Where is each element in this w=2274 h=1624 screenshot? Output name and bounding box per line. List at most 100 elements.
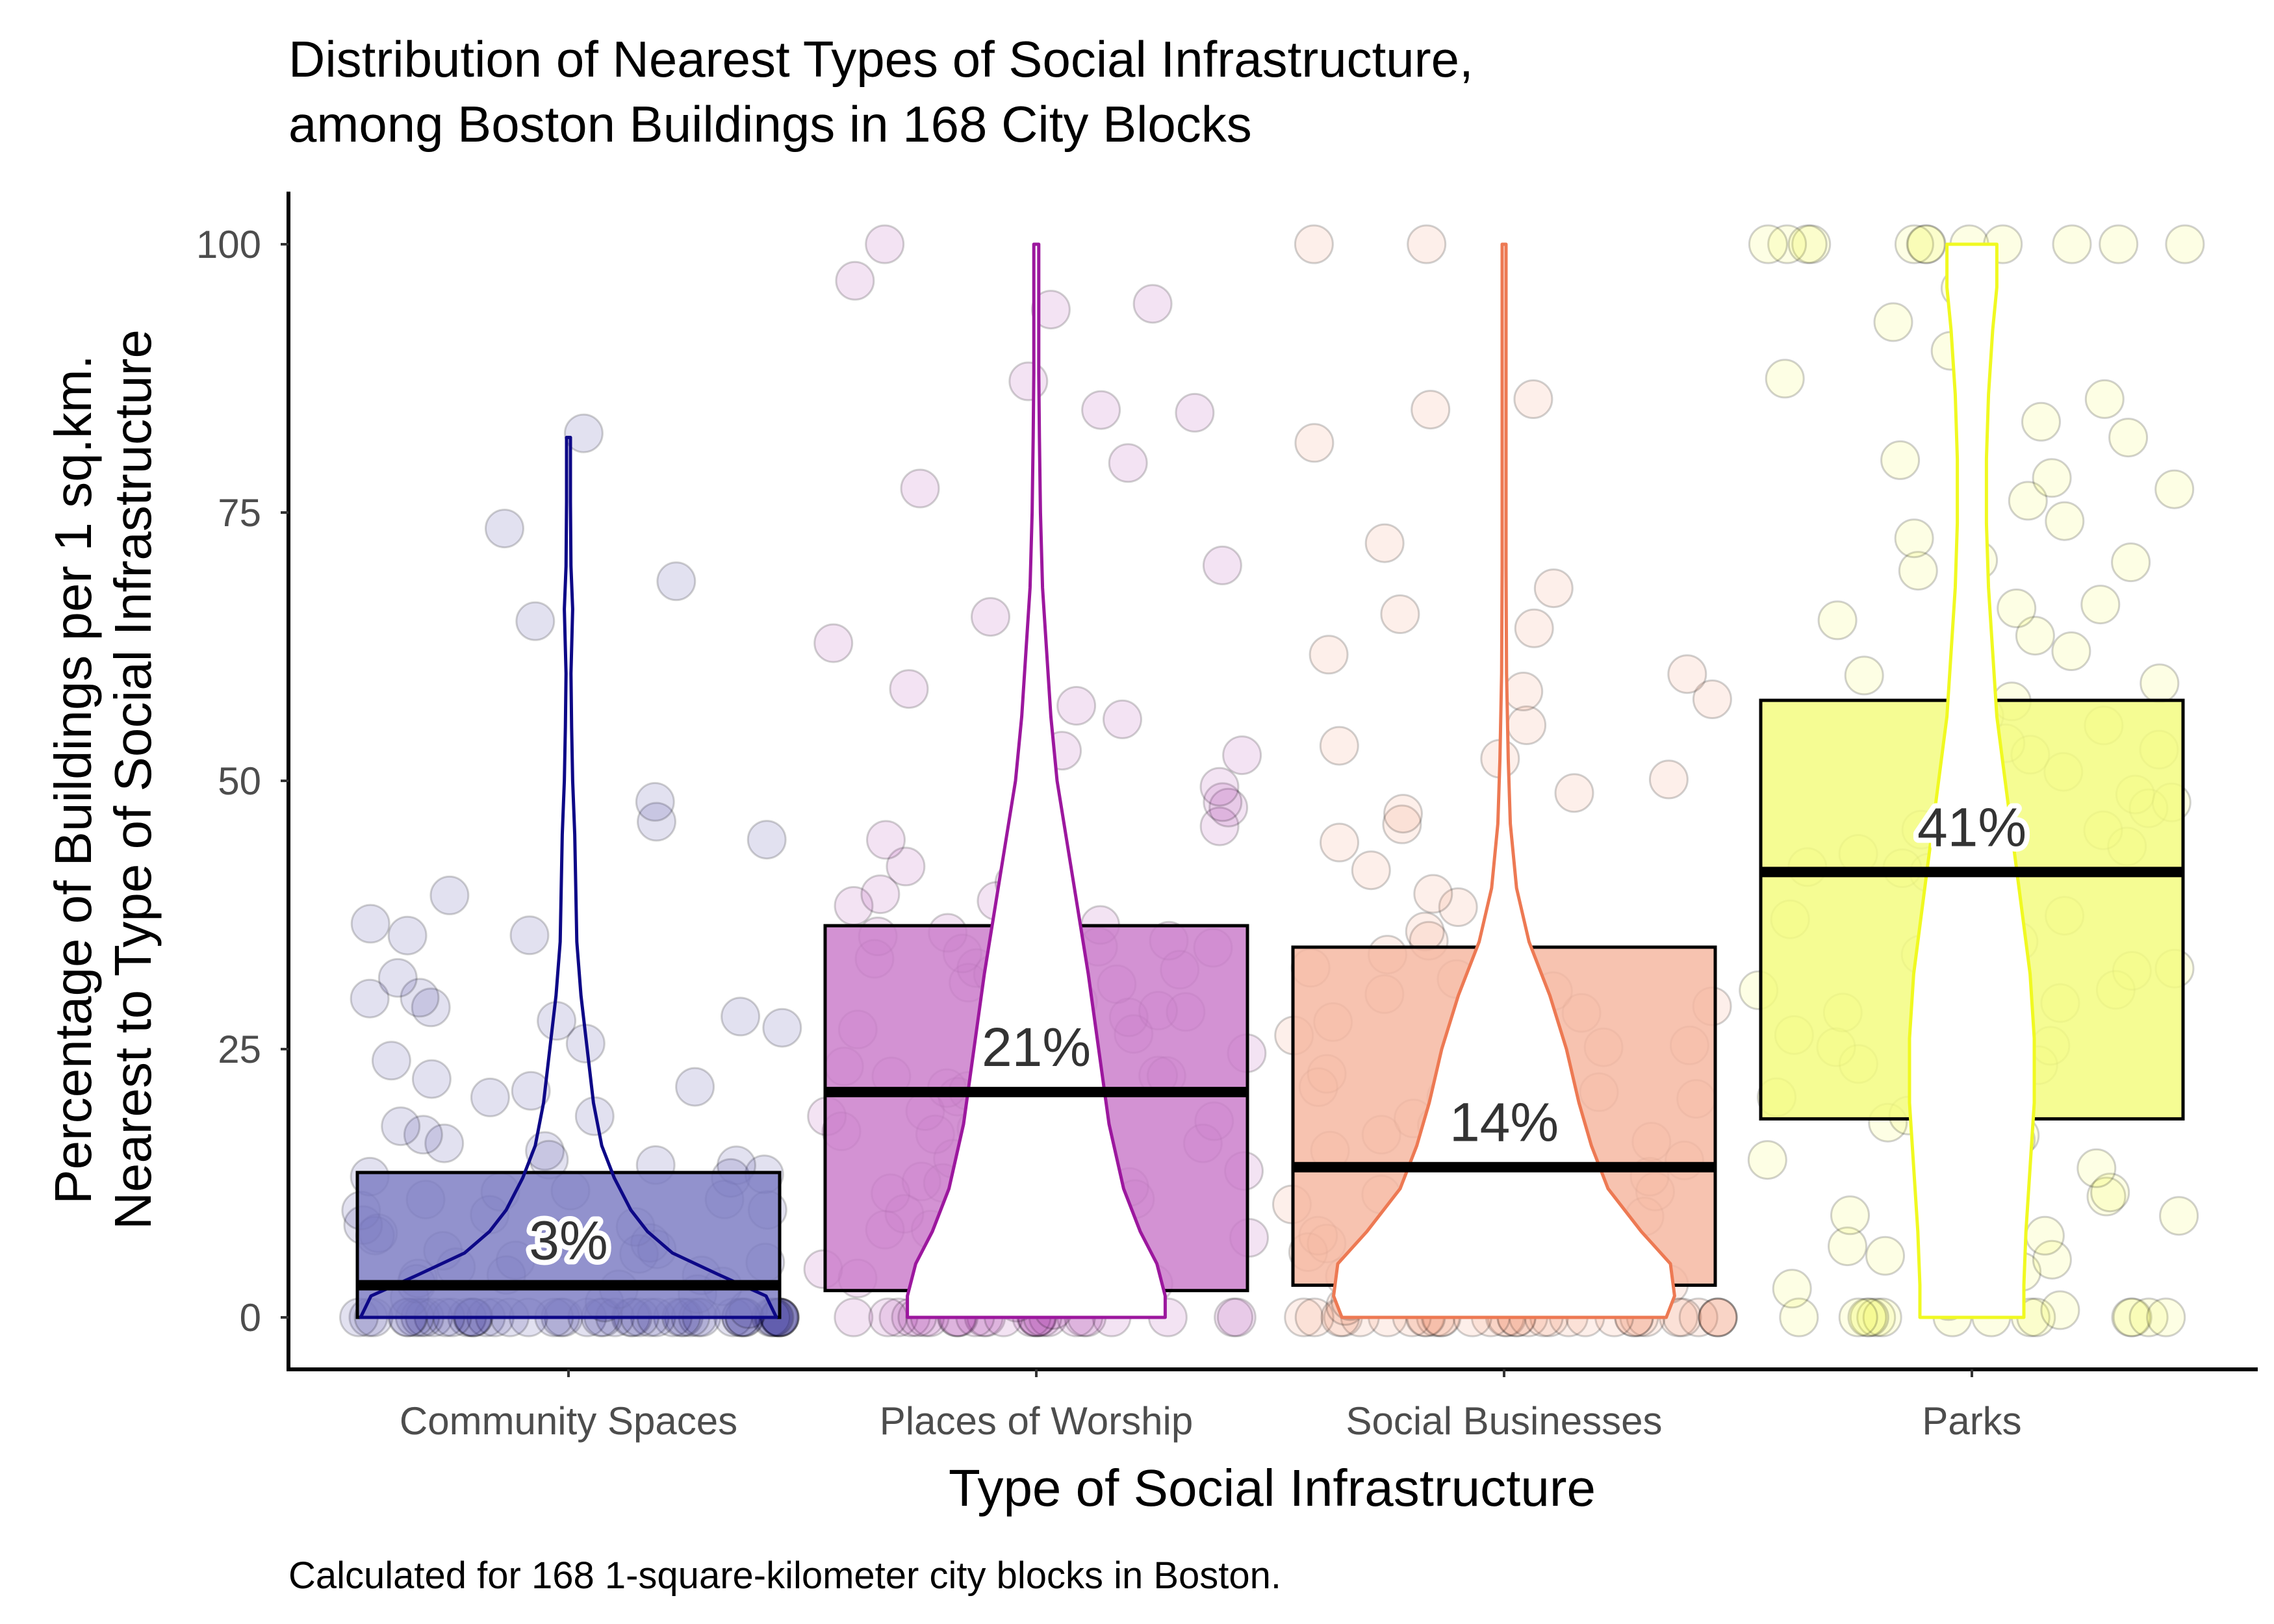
data-point: [2086, 1176, 2127, 1217]
data-point: [675, 1067, 715, 1107]
violin-community-spaces: [359, 435, 778, 1319]
data-point: [1906, 224, 1946, 264]
data-point: [1791, 224, 1832, 264]
data-point: [1779, 1297, 1819, 1338]
data-point: [900, 468, 940, 509]
data-point: [1438, 887, 1478, 927]
data-point: [371, 1041, 411, 1081]
data-point: [2021, 401, 2061, 442]
y-axis-title-line2: Nearest to Type of Social Infrastructure: [104, 329, 162, 1230]
data-point: [1838, 1297, 1878, 1338]
data-point: [1514, 608, 1554, 648]
data-point: [860, 874, 901, 915]
data-point: [1898, 551, 1938, 591]
y-ticks: 0 25 50 75 100: [196, 223, 288, 1339]
chart-caption: Calculated for 168 1-square-kilometer ci…: [288, 1554, 1281, 1597]
x-ticks: Community Spaces Places of Worship Social …: [400, 1369, 2022, 1443]
x-axis-title: Type of Social Infrastructure: [949, 1459, 1596, 1517]
data-point: [350, 978, 390, 1019]
data-point: [1175, 392, 1215, 433]
data-point: [515, 601, 556, 641]
data-point: [1880, 440, 1921, 480]
data-point: [1767, 224, 1808, 264]
data-point: [2084, 379, 2125, 419]
data-point: [400, 978, 440, 1018]
data-point: [2128, 1297, 2169, 1338]
data-point: [2008, 481, 2048, 521]
data-point: [1906, 224, 1947, 264]
data-point: [1849, 1297, 1889, 1338]
data-point: [637, 802, 676, 842]
data-point: [2159, 1196, 2199, 1236]
data-point: [1787, 224, 1828, 264]
median-label-social-businesses: 14%: [1450, 1092, 1559, 1153]
violins-layer: [359, 242, 2036, 1319]
data-point: [1648, 759, 1689, 800]
data-point: [1667, 654, 1707, 694]
x-tick-label: Social Businesses: [1346, 1399, 1663, 1443]
data-point: [1698, 1297, 1738, 1338]
data-point: [886, 846, 926, 887]
data-point: [1847, 1297, 1887, 1338]
data-point: [1533, 568, 1574, 609]
median-label-places-of-worship: 21%: [982, 1017, 1091, 1078]
data-point: [1008, 361, 1049, 401]
data-point: [509, 915, 550, 956]
data-point: [2052, 224, 2092, 264]
median-labels-layer: 3% 21% 14% 41%: [524, 791, 2032, 1276]
data-point: [2099, 224, 2139, 264]
data-point: [1554, 773, 1594, 813]
data-point: [2090, 1173, 2130, 1213]
violin-parks: [1908, 242, 2036, 1319]
data-point: [1202, 545, 1242, 585]
data-point: [762, 1008, 802, 1048]
data-point: [1413, 874, 1453, 914]
data-point: [381, 1106, 421, 1147]
data-point: [411, 987, 451, 1028]
data-point: [1056, 686, 1097, 726]
data-point: [1844, 655, 1884, 696]
data-point: [868, 1297, 908, 1338]
data-point: [1748, 224, 1788, 264]
data-point: [834, 1297, 874, 1338]
data-point: [1894, 224, 1934, 264]
data-point: [1216, 1297, 1257, 1338]
data-point: [470, 1077, 510, 1117]
data-point: [2154, 469, 2195, 509]
data-point: [2032, 458, 2072, 498]
data-point: [1081, 390, 1121, 430]
violin-social-businesses: [1332, 242, 1676, 1319]
data-point: [1203, 782, 1243, 822]
data-point: [511, 1071, 551, 1111]
data-point: [1830, 1195, 1870, 1236]
data-point: [866, 820, 906, 860]
data-point: [1507, 705, 1547, 745]
data-point: [1503, 672, 1544, 711]
data-point: [2165, 224, 2205, 264]
data-point: [835, 260, 875, 301]
data-point: [563, 413, 604, 453]
data-point: [485, 509, 524, 549]
data-point: [2076, 1148, 2117, 1188]
data-point: [1108, 443, 1148, 483]
data-point: [1513, 379, 1553, 419]
data-point: [1698, 1297, 1738, 1338]
data-point: [1678, 1297, 1718, 1338]
chart-title-line1: Distribution of Nearest Types of Social …: [288, 31, 1474, 88]
data-point: [1284, 1297, 1324, 1338]
data-point: [1856, 1297, 1897, 1338]
data-point: [1405, 911, 1445, 952]
medians-layer: [357, 867, 2183, 1291]
data-point: [1364, 523, 1405, 563]
data-point: [1294, 423, 1335, 463]
data-point: [1132, 284, 1173, 324]
data-point: [1214, 1297, 1254, 1338]
data-point: [2045, 501, 2085, 541]
data-point: [2140, 663, 2180, 704]
data-point: [1222, 735, 1262, 776]
y-tick-label: 0: [240, 1296, 261, 1339]
data-point: [1030, 290, 1071, 330]
median-label-parks: 41%: [1917, 796, 2026, 857]
data-point: [1698, 1297, 1738, 1338]
